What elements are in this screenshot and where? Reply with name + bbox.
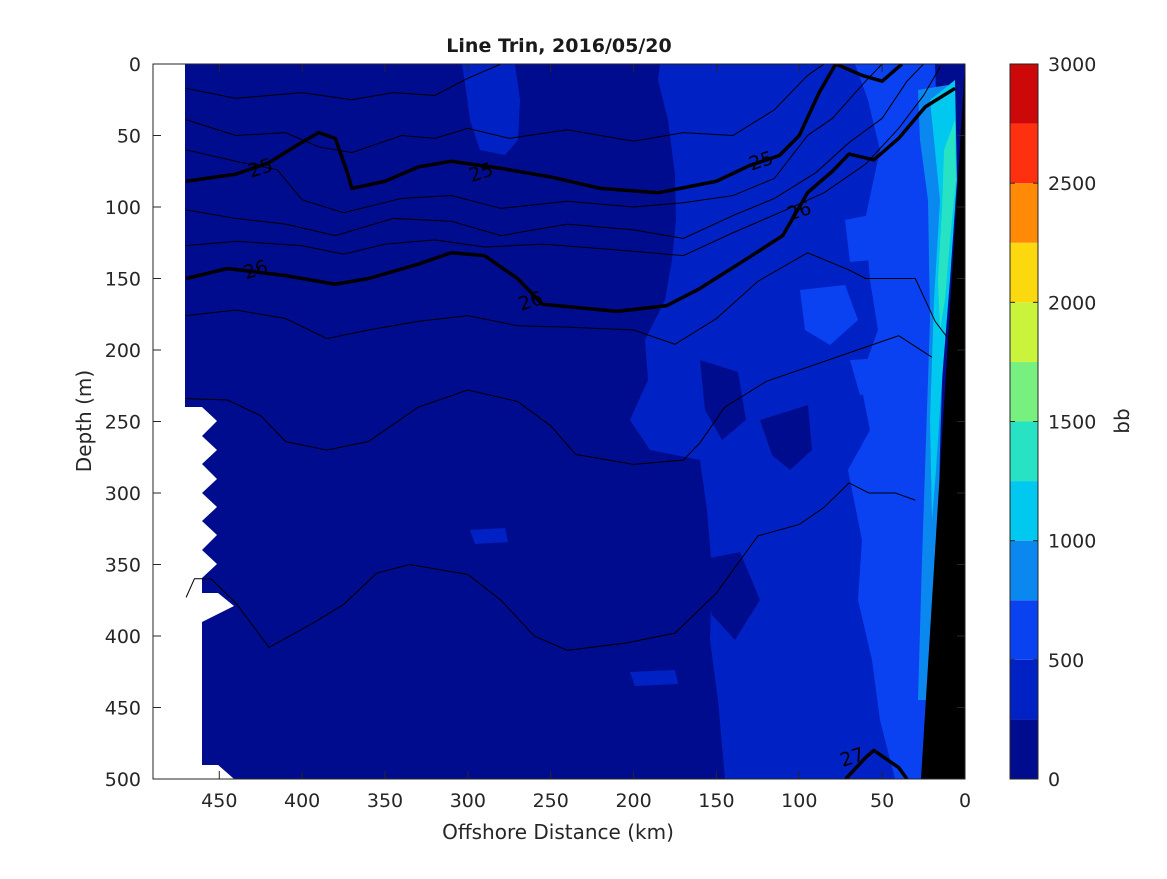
bb-patch-level-3c bbox=[850, 358, 890, 395]
colorbar-segment bbox=[1010, 481, 1038, 541]
colorbar-segment bbox=[1010, 242, 1038, 303]
bold-contours bbox=[185, 64, 956, 779]
x-tick-label: 100 bbox=[781, 790, 817, 812]
bb-patch-level-3b bbox=[845, 215, 872, 262]
isopycnal-thin-c8 bbox=[185, 482, 916, 651]
x-tick-label: 0 bbox=[959, 790, 971, 812]
isopycnal-thin-c1 bbox=[186, 64, 502, 101]
isopycnal-bold-27 bbox=[844, 748, 909, 779]
isopycnal-thin-c2 bbox=[185, 64, 825, 154]
colorbar-segment bbox=[1010, 659, 1038, 720]
colorbar-tick-label: 2500 bbox=[1048, 173, 1096, 195]
bb-patch-mid-2 bbox=[630, 670, 678, 686]
colorbar-segment bbox=[1010, 540, 1038, 601]
y-tick-label: 0 bbox=[129, 54, 141, 76]
y-tick-label: 450 bbox=[105, 698, 141, 720]
bb-patch-dark-3 bbox=[700, 552, 760, 640]
bb-field-level-6 bbox=[938, 120, 956, 330]
colorbar-tick-label: 2000 bbox=[1048, 292, 1096, 314]
isopycnal-bold-26 bbox=[185, 86, 956, 314]
chart-title: Line Trin, 2016/05/20 bbox=[446, 35, 671, 57]
colorbar-tick-label: 1500 bbox=[1048, 412, 1096, 434]
x-tick-label: 250 bbox=[533, 790, 569, 812]
y-tick-label: 350 bbox=[105, 555, 141, 577]
colorbar-tick-label: 0 bbox=[1048, 769, 1060, 791]
colorbar-segment bbox=[1010, 302, 1038, 362]
colorbar-tick-label: 500 bbox=[1048, 650, 1084, 672]
isopycnal-thin-c7 bbox=[186, 335, 933, 465]
colorbar-label: bb bbox=[1110, 408, 1134, 433]
colorbar-segment bbox=[1010, 600, 1038, 660]
y-axis: 0 50 100 150 200 250 300 350 400 450 500 bbox=[105, 54, 965, 791]
bb-patch-dark-1 bbox=[700, 360, 746, 440]
colorbar-tick-label: 1000 bbox=[1048, 531, 1096, 553]
x-tick-label: 350 bbox=[367, 790, 403, 812]
colorbar-segment bbox=[1010, 719, 1038, 779]
y-tick-label: 200 bbox=[105, 340, 141, 362]
x-tick-label: 450 bbox=[201, 790, 237, 812]
x-axis: 450 400 350 300 250 200 150 100 50 0 bbox=[201, 64, 971, 812]
isopycnal-bold-top bbox=[835, 64, 904, 83]
y-tick-label: 50 bbox=[117, 126, 141, 148]
no-data-corner bbox=[153, 765, 234, 779]
bathymetry bbox=[921, 64, 965, 779]
x-tick-label: 150 bbox=[698, 790, 734, 812]
colorbar-segment bbox=[1010, 183, 1038, 243]
isopycnal-thin-c3 bbox=[186, 64, 883, 214]
isopycnal-thin-c6 bbox=[186, 252, 958, 351]
thin-contours bbox=[185, 64, 958, 651]
x-tick-label: 400 bbox=[284, 790, 320, 812]
y-tick-label: 150 bbox=[105, 269, 141, 291]
bb-patch-upper bbox=[462, 64, 520, 155]
bb-patch-dark-2 bbox=[760, 405, 812, 470]
colorbar-tick-label: 3000 bbox=[1048, 54, 1096, 76]
x-tick-label: 50 bbox=[870, 790, 894, 812]
colorbar-segment bbox=[1010, 361, 1038, 422]
y-tick-label: 250 bbox=[105, 412, 141, 434]
y-tick-label: 500 bbox=[105, 769, 141, 791]
x-tick-label: 200 bbox=[615, 790, 651, 812]
isopycnal-thin-c4 bbox=[186, 64, 924, 239]
colorbar-segment bbox=[1010, 123, 1038, 184]
isopycnal-thin-c5 bbox=[186, 66, 941, 257]
bb-patch-level-3a bbox=[800, 285, 858, 345]
y-tick-label: 300 bbox=[105, 483, 141, 505]
colorbar-segment bbox=[1010, 64, 1038, 124]
y-tick-label: 100 bbox=[105, 197, 141, 219]
bb-patch-mid-1 bbox=[470, 528, 508, 544]
x-axis-label: Offshore Distance (km) bbox=[442, 820, 674, 844]
y-tick-label: 400 bbox=[105, 626, 141, 648]
x-tick-label: 300 bbox=[450, 790, 486, 812]
colorbar-frame bbox=[1009, 63, 1039, 780]
colorbar: 0 500 1000 1500 2000 2500 3000 bbox=[1010, 54, 1096, 791]
y-axis-label: Depth (m) bbox=[72, 370, 96, 472]
isopycnal-bold-25 bbox=[185, 64, 838, 195]
colorbar-segment bbox=[1010, 421, 1038, 482]
